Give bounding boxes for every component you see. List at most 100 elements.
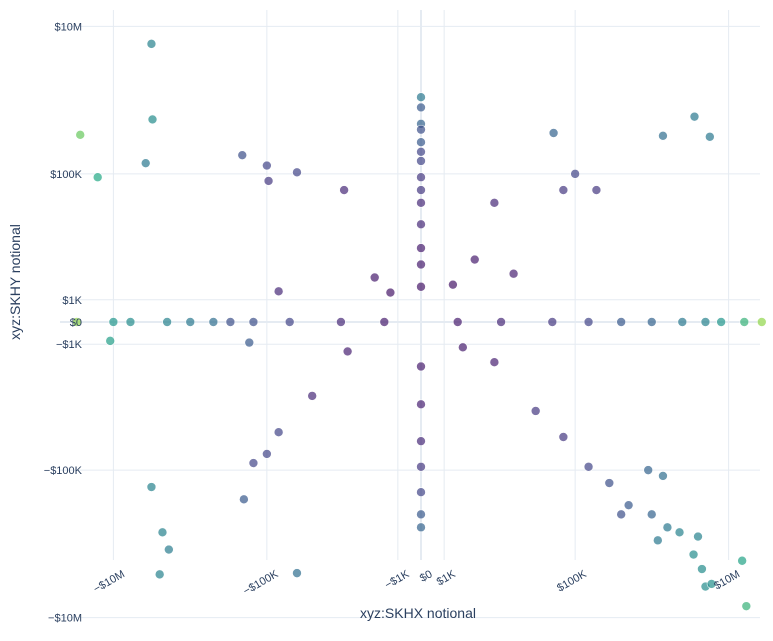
scatter-point[interactable] <box>147 114 158 125</box>
scatter-point[interactable] <box>706 579 717 589</box>
scatter-point[interactable] <box>416 487 426 498</box>
scatter-point[interactable] <box>700 317 711 327</box>
scatter-point[interactable] <box>342 346 353 357</box>
scatter-point[interactable] <box>185 317 196 327</box>
scatter-point[interactable] <box>273 286 284 297</box>
scatter-point[interactable] <box>379 317 390 327</box>
scatter-point[interactable] <box>662 522 673 533</box>
scatter-point[interactable] <box>658 471 668 481</box>
scatter-point[interactable] <box>416 198 426 208</box>
scatter-point[interactable] <box>262 449 272 459</box>
scatter-point[interactable] <box>273 427 284 438</box>
scatter-point[interactable] <box>157 527 168 538</box>
scatter-point[interactable] <box>244 337 255 348</box>
scatter-point[interactable] <box>643 465 654 475</box>
scatter-point[interactable] <box>284 317 295 327</box>
scatter-point[interactable] <box>248 458 259 468</box>
scatter-point[interactable] <box>756 317 767 327</box>
scatter-point[interactable] <box>689 111 700 122</box>
scatter-point[interactable] <box>705 131 715 142</box>
scatter-point[interactable] <box>688 549 699 560</box>
scatter-point[interactable] <box>416 243 426 253</box>
scatter-point[interactable] <box>416 461 426 472</box>
scatter-point[interactable] <box>739 317 750 327</box>
scatter-point[interactable] <box>307 391 317 401</box>
scatter-point[interactable] <box>458 342 468 353</box>
scatter-point[interactable] <box>416 219 426 230</box>
scatter-point[interactable] <box>716 317 726 327</box>
scatter-point[interactable] <box>339 185 349 195</box>
scatter-point[interactable] <box>489 357 500 368</box>
scatter-point[interactable] <box>225 317 236 327</box>
scatter-point[interactable] <box>591 185 602 195</box>
scatter-point[interactable] <box>208 317 219 327</box>
scatter-point[interactable] <box>154 569 165 580</box>
scatter-point[interactable] <box>385 287 396 298</box>
scatter-point[interactable] <box>416 172 426 183</box>
scatter-point[interactable] <box>583 317 594 327</box>
scatter-point[interactable] <box>469 254 480 265</box>
scatter-point[interactable] <box>416 436 426 446</box>
scatter-point[interactable] <box>616 509 626 520</box>
scatter-point[interactable] <box>416 281 426 292</box>
scatter-point[interactable] <box>416 156 426 166</box>
scatter-point[interactable] <box>693 531 703 542</box>
scatter-point[interactable] <box>146 39 157 49</box>
scatter-point[interactable] <box>146 482 157 492</box>
scatter-point[interactable] <box>105 336 116 346</box>
scatter-point[interactable] <box>71 317 82 327</box>
scatter-point[interactable] <box>416 102 426 113</box>
scatter-point[interactable] <box>658 130 668 141</box>
scatter-point[interactable] <box>92 172 103 183</box>
scatter-point[interactable] <box>570 169 580 179</box>
scatter-point[interactable] <box>558 185 569 195</box>
scatter-point[interactable] <box>508 268 519 279</box>
scatter-point[interactable] <box>616 317 626 327</box>
scatter-point[interactable] <box>530 406 541 416</box>
scatter-point[interactable] <box>292 568 302 578</box>
scatter-point[interactable] <box>697 564 707 574</box>
scatter-point[interactable] <box>677 317 688 327</box>
scatter-point[interactable] <box>558 432 569 442</box>
scatter-point[interactable] <box>416 92 426 103</box>
scatter-point[interactable] <box>547 317 558 327</box>
scatter-point[interactable] <box>416 185 426 195</box>
scatter-point[interactable] <box>239 494 249 505</box>
scatter-point[interactable] <box>164 544 174 555</box>
scatter-point[interactable] <box>623 500 634 510</box>
scatter-point[interactable] <box>416 509 426 520</box>
scatter-point[interactable] <box>125 317 136 327</box>
scatter-point[interactable] <box>741 601 752 611</box>
scatter-point[interactable] <box>140 158 151 168</box>
scatter-point[interactable] <box>237 150 248 160</box>
scatter-point[interactable] <box>448 279 458 290</box>
scatter-point[interactable] <box>336 317 346 327</box>
scatter-point[interactable] <box>75 130 86 140</box>
scatter-point[interactable] <box>162 317 172 327</box>
scatter-point[interactable] <box>369 272 380 283</box>
scatter-point[interactable] <box>416 399 426 410</box>
scatter-point[interactable] <box>646 317 657 327</box>
scatter-point[interactable] <box>263 176 274 186</box>
scatter-point[interactable] <box>674 527 685 538</box>
scatter-point[interactable] <box>416 522 426 533</box>
scatter-point[interactable] <box>496 317 506 327</box>
scatter-point[interactable] <box>604 478 615 488</box>
y-axis-title: xyz:SKHY notional <box>7 224 23 340</box>
scatter-point[interactable] <box>416 259 426 270</box>
scatter-point[interactable] <box>583 461 594 472</box>
scatter-point[interactable] <box>292 167 302 178</box>
scatter-point[interactable] <box>108 317 119 327</box>
scatter-point[interactable] <box>646 509 657 520</box>
scatter-point[interactable] <box>416 361 426 372</box>
scatter-point[interactable] <box>548 128 559 138</box>
scatter-point[interactable] <box>416 146 426 157</box>
scatter-point[interactable] <box>489 198 500 208</box>
scatter-point[interactable] <box>653 535 663 546</box>
scatter-point[interactable] <box>416 124 426 135</box>
scatter-point[interactable] <box>248 317 259 327</box>
scatter-point[interactable] <box>452 317 463 327</box>
scatter-point[interactable] <box>737 555 747 566</box>
scatter-point[interactable] <box>262 160 272 171</box>
scatter-point[interactable] <box>416 137 426 148</box>
